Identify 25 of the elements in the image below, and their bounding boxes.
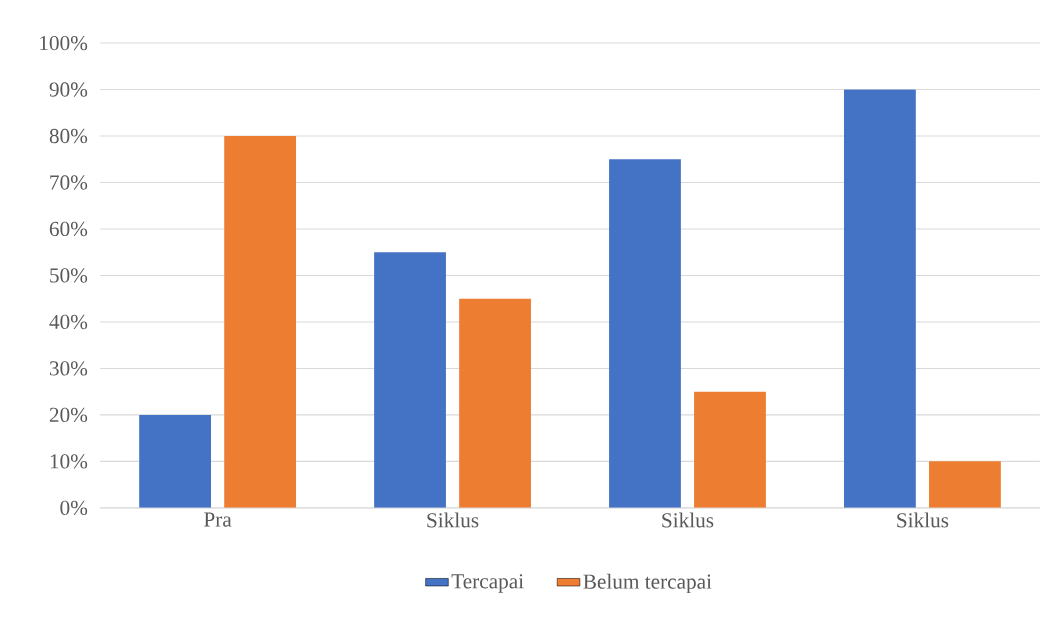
y-tick-label: 80% xyxy=(49,128,88,144)
bar xyxy=(929,461,1001,508)
bar xyxy=(139,415,211,508)
bar xyxy=(224,136,297,508)
bar xyxy=(609,159,681,508)
y-tick-label: 20% xyxy=(49,407,88,423)
y-tick-label: 10% xyxy=(50,454,88,469)
y-tick-label: 0% xyxy=(60,500,88,516)
bar xyxy=(374,252,446,508)
y-tick-label: 70% xyxy=(50,175,88,190)
y-tick-label: 60% xyxy=(49,221,88,237)
bar xyxy=(844,89,916,508)
y-tick-label: 40% xyxy=(49,314,88,330)
x-tick-label: Siklus xyxy=(662,512,714,528)
x-tick-label: Siklus xyxy=(897,512,949,528)
y-tick-label: 50% xyxy=(50,268,88,283)
y-tick-label: 30% xyxy=(49,361,88,376)
x-tick-label: Pra xyxy=(204,512,232,527)
bar xyxy=(459,298,531,508)
legend-label: Belum tercapai xyxy=(583,573,712,594)
bar xyxy=(694,391,766,508)
y-tick-label: 100% xyxy=(40,36,88,51)
y-tick-label: 90% xyxy=(49,82,88,97)
legend-label: Tercapai xyxy=(451,574,524,593)
x-tick-label: Siklus xyxy=(427,512,479,528)
